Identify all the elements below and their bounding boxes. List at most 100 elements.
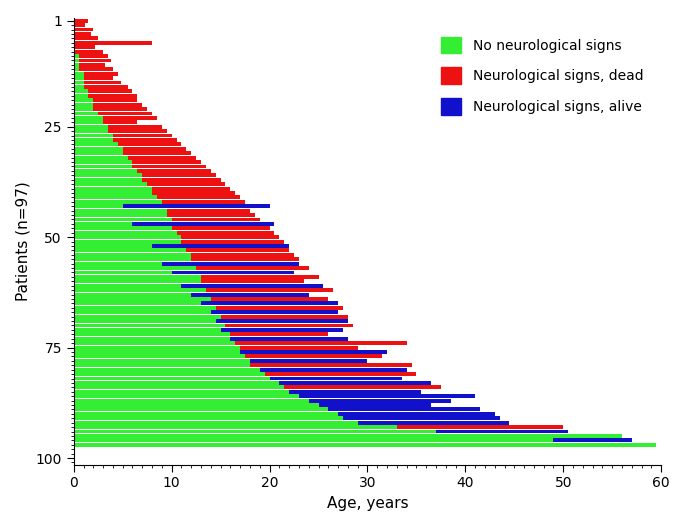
- Bar: [108, 125, 162, 129]
- Bar: [74, 72, 84, 76]
- Bar: [201, 279, 304, 284]
- Bar: [216, 319, 348, 323]
- Bar: [74, 27, 93, 32]
- Bar: [74, 235, 182, 239]
- Bar: [74, 412, 338, 416]
- Bar: [74, 288, 206, 292]
- Bar: [74, 204, 123, 208]
- Bar: [74, 253, 191, 257]
- Bar: [74, 430, 436, 433]
- Bar: [74, 323, 225, 328]
- Bar: [74, 67, 79, 71]
- Bar: [74, 182, 147, 186]
- Bar: [166, 209, 250, 213]
- Bar: [74, 138, 113, 142]
- Bar: [74, 187, 152, 190]
- Bar: [79, 67, 113, 71]
- Bar: [74, 226, 172, 230]
- Bar: [118, 143, 182, 146]
- Bar: [74, 112, 98, 115]
- Bar: [74, 315, 221, 319]
- Bar: [74, 394, 299, 398]
- Bar: [84, 76, 113, 80]
- Bar: [74, 222, 132, 226]
- Bar: [93, 107, 147, 111]
- Bar: [74, 36, 98, 41]
- Bar: [186, 248, 289, 252]
- Bar: [103, 120, 138, 124]
- Bar: [74, 438, 553, 442]
- Bar: [74, 390, 289, 393]
- Bar: [132, 165, 206, 168]
- Bar: [201, 275, 319, 279]
- Bar: [74, 32, 91, 36]
- Bar: [74, 89, 88, 93]
- Bar: [240, 346, 358, 349]
- Bar: [74, 103, 93, 107]
- Bar: [152, 187, 230, 190]
- Bar: [113, 134, 172, 137]
- Bar: [211, 310, 338, 314]
- Bar: [74, 425, 397, 429]
- Bar: [309, 399, 451, 402]
- Bar: [74, 191, 152, 195]
- Bar: [74, 341, 235, 345]
- Bar: [74, 328, 221, 332]
- Bar: [123, 204, 270, 208]
- Bar: [191, 253, 294, 257]
- Bar: [172, 218, 260, 221]
- Bar: [182, 284, 323, 288]
- Bar: [328, 408, 480, 411]
- Bar: [79, 54, 108, 58]
- Bar: [157, 196, 240, 199]
- Bar: [93, 103, 142, 107]
- Bar: [260, 368, 407, 371]
- Bar: [74, 297, 211, 301]
- Bar: [74, 421, 358, 424]
- Bar: [152, 244, 289, 248]
- Bar: [74, 147, 123, 151]
- Bar: [74, 23, 86, 27]
- Bar: [284, 386, 441, 389]
- Bar: [74, 443, 656, 447]
- Bar: [123, 147, 186, 151]
- Bar: [74, 134, 113, 137]
- Bar: [74, 45, 95, 49]
- Bar: [74, 377, 270, 380]
- Bar: [235, 341, 407, 345]
- Bar: [191, 292, 309, 297]
- Bar: [74, 346, 240, 349]
- Bar: [74, 98, 93, 102]
- Bar: [74, 292, 191, 297]
- Bar: [74, 275, 201, 279]
- Bar: [74, 279, 201, 284]
- Legend: No neurological signs, Neurological signs, dead, Neurological signs, alive: No neurological signs, Neurological sign…: [429, 25, 654, 126]
- Bar: [74, 403, 319, 407]
- Bar: [74, 262, 162, 266]
- Bar: [74, 94, 88, 98]
- Bar: [74, 54, 79, 58]
- Bar: [191, 257, 299, 261]
- Bar: [74, 120, 103, 124]
- Bar: [74, 355, 245, 358]
- Bar: [113, 138, 177, 142]
- Bar: [74, 332, 230, 336]
- Bar: [74, 359, 250, 363]
- Bar: [108, 129, 166, 133]
- Bar: [216, 306, 343, 310]
- Bar: [74, 244, 152, 248]
- Bar: [84, 85, 127, 89]
- Bar: [74, 143, 118, 146]
- Bar: [397, 425, 563, 429]
- Bar: [84, 72, 118, 76]
- Bar: [74, 434, 622, 438]
- Y-axis label: Patients (n=97): Patients (n=97): [15, 181, 30, 301]
- Bar: [74, 363, 250, 367]
- Bar: [74, 116, 103, 120]
- Bar: [166, 213, 255, 217]
- Bar: [74, 76, 84, 80]
- Bar: [245, 355, 382, 358]
- Bar: [196, 266, 309, 270]
- Bar: [88, 94, 138, 98]
- Bar: [74, 85, 84, 89]
